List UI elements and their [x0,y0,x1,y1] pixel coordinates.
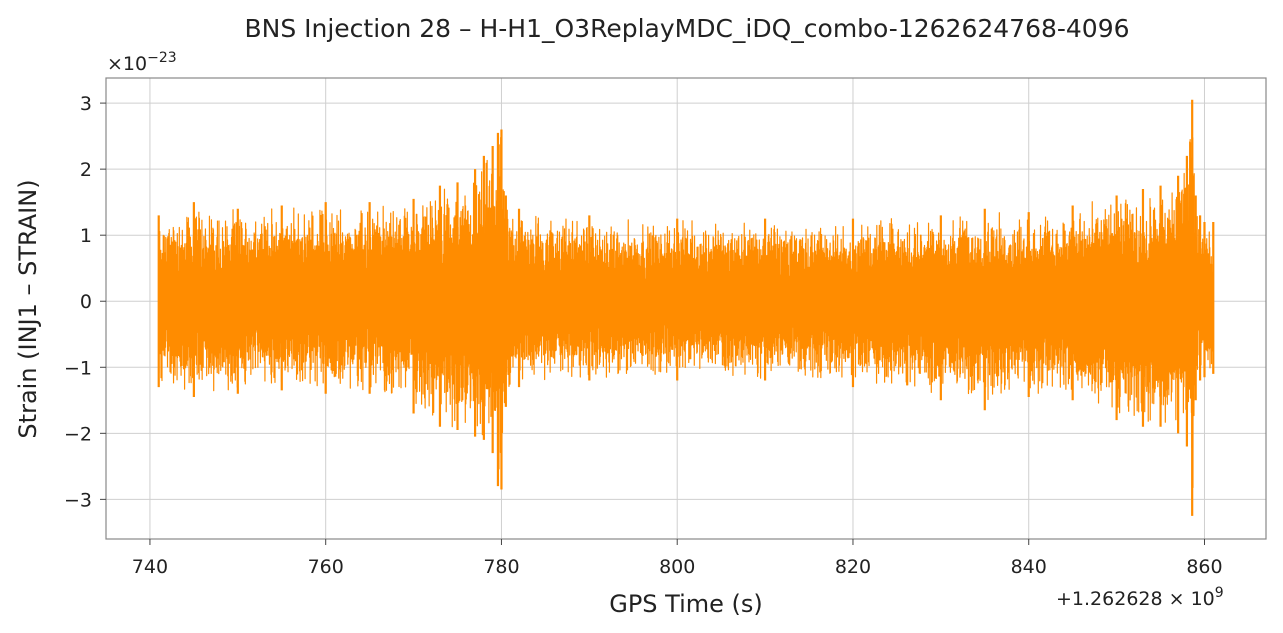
y-tick-label: 0 [80,291,92,313]
plot-frame [105,77,1267,540]
y-tick-label: 1 [80,225,92,247]
x-tick-label: 840 [1011,556,1047,578]
plot-area [157,99,1215,516]
y-tick-label: 3 [80,93,92,115]
x-offset-annotation: +1.262628 × 109 [1056,585,1224,610]
y-tick-label: −2 [64,423,92,445]
strain-series-line [158,136,1214,489]
x-tick-label: 820 [835,556,871,578]
x-tick-label: 740 [132,556,168,578]
y-scale-exponent: −23 [147,50,177,66]
x-axis-ticks: 740 760 780 800 820 840 860 [132,539,1223,578]
y-scale-annotation: ×10−23 [107,50,177,75]
y-axis-label: Strain (INJ1 – STRAIN) [14,179,42,438]
y-tick-label: −1 [64,357,92,379]
x-tick-label: 780 [483,556,519,578]
x-offset-times: × 10 [1163,588,1215,610]
chart-title: BNS Injection 28 – H-H1_O3ReplayMDC_iDQ_… [244,14,1129,43]
y-tick-label: −3 [64,489,92,511]
x-tick-label: 760 [308,556,344,578]
y-tick-label: 2 [80,159,92,181]
y-axis-ticks: −3 −2 −1 0 1 2 3 [64,93,106,511]
x-axis-label: GPS Time (s) [609,590,763,618]
strain-series-peaks [157,99,1215,516]
x-tick-label: 800 [659,556,695,578]
y-scale-base: ×10 [107,53,147,75]
x-offset-base: +1.262628 [1056,588,1163,610]
x-tick-label: 860 [1186,556,1222,578]
x-offset-exponent: 9 [1215,585,1224,601]
